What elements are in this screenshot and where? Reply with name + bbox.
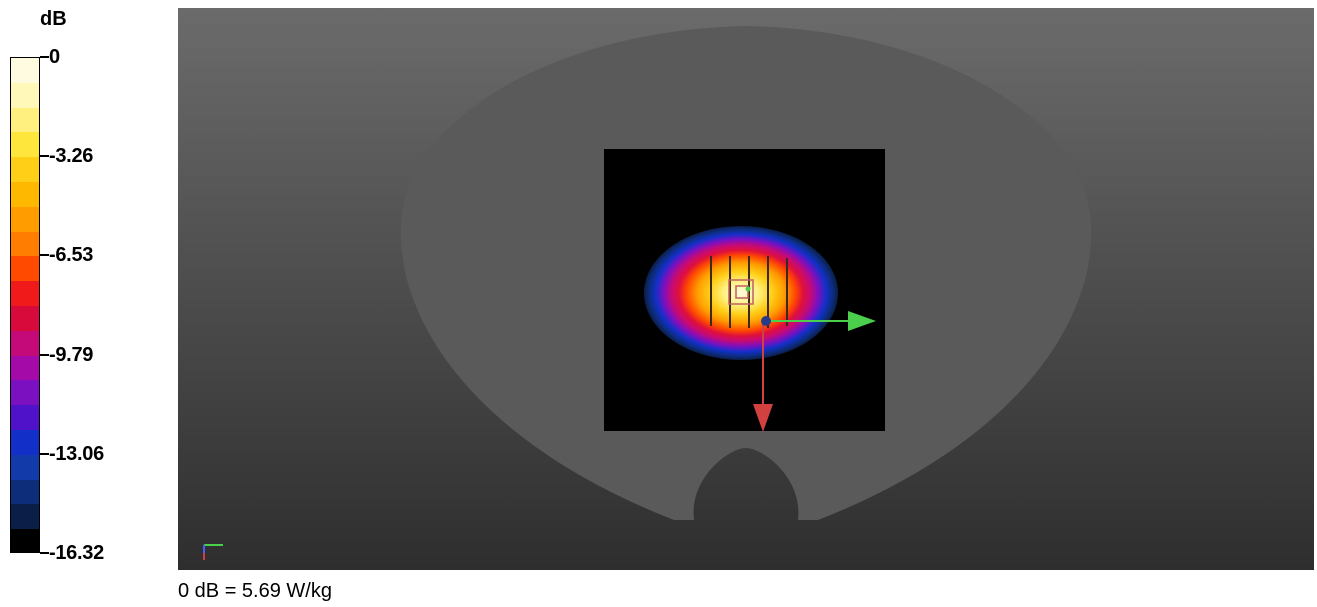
colorbar-swatch (11, 305, 39, 331)
colorbar-swatch (11, 355, 39, 381)
orientation-triad (203, 544, 223, 560)
zoom-scan-grid (710, 256, 788, 328)
colorbar-swatch (11, 206, 39, 232)
colorbar-swatch (11, 529, 39, 552)
colorbar-swatch (11, 479, 39, 505)
colorbar-tick-label: -6.53 (49, 244, 94, 267)
colorbar-swatch (11, 380, 39, 406)
colorbar-swatch (11, 405, 39, 430)
colorbar-swatch (11, 256, 39, 282)
colorbar-tick-label: -9.79 (49, 343, 94, 366)
probe-axes (745, 286, 876, 432)
colorbar-tick (40, 56, 49, 58)
colorbar-swatch (11, 58, 39, 83)
colorbar-swatch (11, 132, 39, 158)
legend-unit-label: dB (40, 8, 67, 30)
colorbar-swatch (11, 281, 39, 306)
colorbar-swatch (11, 82, 39, 108)
colorbar-swatch (11, 429, 39, 455)
colorbar-legend: dB 0 -3.26 -6.53 -9.79 -13.06 -16.32 (0, 0, 178, 580)
colorbar (10, 57, 40, 553)
probe-origin (761, 316, 771, 326)
colorbar-tick-label: -16.32 (49, 542, 104, 564)
reference-note: 0 dB = 5.69 W/kg (178, 580, 332, 602)
peak-marker (745, 286, 751, 292)
colorbar-tick-label: -3.26 (49, 145, 94, 168)
colorbar-swatch (11, 181, 39, 207)
colorbar-swatch (11, 157, 39, 182)
colorbar-tick (40, 353, 49, 356)
sar-hotspot (644, 226, 838, 360)
colorbar-tick (40, 452, 49, 455)
colorbar-swatch (11, 330, 39, 356)
colorbar-swatch (11, 504, 39, 530)
colorbar-swatch (11, 454, 39, 480)
colorbar-tick (40, 155, 49, 158)
colorbar-tick (40, 254, 49, 257)
colorbar-tick (40, 552, 49, 554)
sar-scene (178, 8, 1314, 570)
colorbar-swatch (11, 107, 39, 133)
colorbar-tick-label: 0 (49, 46, 60, 68)
sar-scene-viewport[interactable] (178, 8, 1314, 570)
colorbar-tick-label: -13.06 (49, 442, 104, 465)
colorbar-swatch (11, 231, 39, 257)
